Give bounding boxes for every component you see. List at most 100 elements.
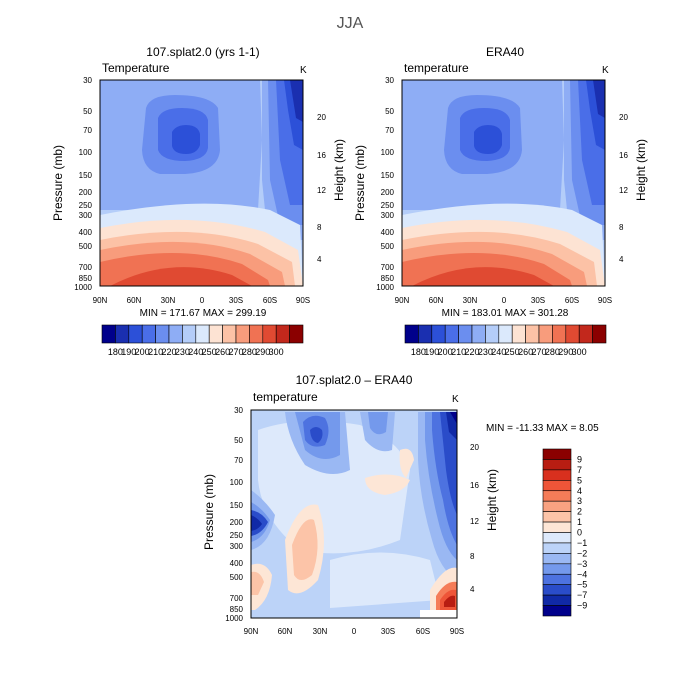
colorbar-label: 180 <box>411 347 426 357</box>
height-tick-label: 16 <box>619 151 628 160</box>
diff-units-label: K <box>452 394 459 405</box>
colorbar-label: 0 <box>577 528 582 538</box>
colorbar-label: 230 <box>175 347 190 357</box>
height-tick-label: 8 <box>619 223 624 232</box>
obs-latitude-axis: 90N 60N 30N 0 30S 60S 90S <box>395 296 612 305</box>
colorbar-swatch <box>542 553 572 565</box>
obs-ylabel-right: Height (km) <box>634 139 648 201</box>
pressure-tick-label: 150 <box>381 171 395 180</box>
colorbar-label: 2 <box>577 507 582 517</box>
model-variable-label: Temperature <box>102 61 170 75</box>
colorbar-swatch <box>431 324 446 344</box>
model-contour-field <box>100 80 303 286</box>
pressure-tick-label: 1000 <box>225 614 243 623</box>
colorbar-label: −5 <box>577 580 587 590</box>
colorbar-swatch <box>542 532 572 544</box>
colorbar-label: −1 <box>577 538 587 548</box>
colorbar-swatch <box>115 324 130 344</box>
colorbar-swatch <box>538 324 553 344</box>
model-units-label: K <box>300 65 307 76</box>
colorbar-swatch <box>182 324 197 344</box>
model-latitude-axis: 90N 60N 30N 0 30S 60S 90S <box>93 296 310 305</box>
colorbar-swatch <box>275 324 290 344</box>
diff-latitude-axis: 90N 60N 30N 0 30S 60S 90S <box>244 627 464 636</box>
colorbar-swatch <box>542 542 572 554</box>
height-tick-label: 12 <box>470 517 479 526</box>
height-tick-label: 12 <box>619 186 628 195</box>
colorbar-swatch <box>141 324 156 344</box>
latitude-tick-label: 0 <box>352 627 357 636</box>
colorbar-swatch <box>485 324 500 344</box>
colorbar-swatch <box>404 324 419 344</box>
colorbar-swatch <box>542 490 572 502</box>
pressure-tick-label: 100 <box>230 478 244 487</box>
diff-height-axis: 20 16 12 8 4 Height (km) <box>470 443 499 594</box>
obs-height-axis: 20 16 12 8 4 Height (km) <box>619 113 648 264</box>
pressure-tick-label: 70 <box>234 456 243 465</box>
contour-band <box>444 595 455 607</box>
pressure-tick-label: 500 <box>230 573 244 582</box>
pressure-tick-label: 250 <box>79 201 93 210</box>
colorbar-swatch <box>542 511 572 523</box>
latitude-tick-label: 90S <box>450 627 464 636</box>
diff-pressure-axis: 30 50 70 100 150 200 250 300 400 500 700… <box>202 406 244 623</box>
colorbar-swatch <box>542 584 572 596</box>
contour-band <box>330 552 440 608</box>
pressure-tick-label: 50 <box>385 107 394 116</box>
colorbar-swatch <box>511 324 526 344</box>
diff-ylabel-right: Height (km) <box>485 469 499 531</box>
colorbar-swatch <box>592 324 607 344</box>
colorbar-label: −2 <box>577 548 587 558</box>
colorbar-swatch <box>444 324 459 344</box>
colorbar-swatch <box>542 448 572 460</box>
colorbar-swatch <box>418 324 433 344</box>
colorbar-swatch <box>565 324 580 344</box>
contour-band <box>420 610 457 618</box>
obs-panel: ERA40 temperature K 30 50 70 100 <box>353 45 648 357</box>
pressure-tick-label: 30 <box>234 406 243 415</box>
pressure-tick-label: 300 <box>381 211 395 220</box>
colorbar-label: 210 <box>451 347 466 357</box>
contour-band <box>110 267 252 286</box>
obs-contour-field <box>402 80 605 286</box>
pressure-tick-label: 850 <box>381 274 395 283</box>
pressure-tick-label: 50 <box>234 436 243 445</box>
latitude-tick-label: 60S <box>263 296 277 305</box>
pressure-tick-label: 500 <box>79 242 93 251</box>
model-plot-frame <box>99 79 304 287</box>
pressure-tick-label: 300 <box>230 542 244 551</box>
height-tick-label: 4 <box>317 255 322 264</box>
contour-band <box>412 267 554 286</box>
height-tick-label: 20 <box>470 443 479 452</box>
colorbar-swatch <box>128 324 143 344</box>
contour-band <box>365 474 410 495</box>
colorbar-swatch <box>195 324 210 344</box>
obs-stats: MIN = 183.01 MAX = 301.28 <box>442 308 569 319</box>
colorbar-label: 250 <box>202 347 217 357</box>
height-tick-label: 4 <box>470 585 475 594</box>
latitude-tick-label: 0 <box>200 296 205 305</box>
pressure-tick-label: 850 <box>230 605 244 614</box>
latitude-tick-label: 90N <box>395 296 410 305</box>
height-tick-label: 20 <box>317 113 326 122</box>
colorbar-swatch <box>542 573 572 585</box>
colorbar-label: 1 <box>577 517 582 527</box>
colorbar-label: 5 <box>577 475 582 485</box>
colorbar-label: 9 <box>577 454 582 464</box>
colorbar-swatch <box>525 324 540 344</box>
latitude-tick-label: 60N <box>127 296 142 305</box>
diff-panel-title: 107.splat2.0 – ERA40 <box>296 373 413 387</box>
contour-band <box>251 571 264 595</box>
latitude-tick-label: 0 <box>502 296 507 305</box>
contour-band <box>368 412 388 435</box>
colorbar-swatch <box>155 324 170 344</box>
pressure-tick-label: 70 <box>385 126 394 135</box>
colorbar-swatch <box>542 563 572 575</box>
model-ylabel: Pressure (mb) <box>51 145 65 221</box>
height-tick-label: 16 <box>470 481 479 490</box>
contour-band <box>292 519 318 580</box>
colorbar-swatch <box>235 324 250 344</box>
latitude-tick-label: 30N <box>313 627 328 636</box>
obs-variable-label: temperature <box>404 61 469 75</box>
